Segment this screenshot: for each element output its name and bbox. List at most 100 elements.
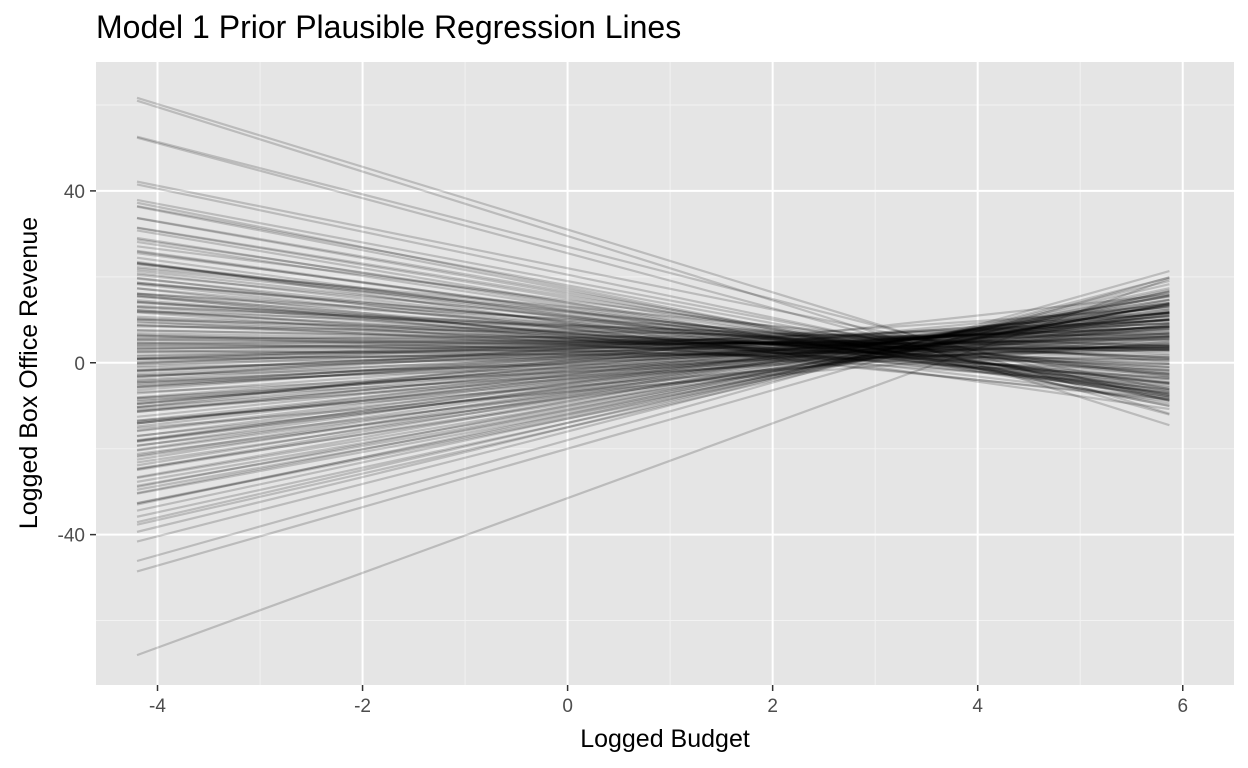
y-axis-title: Logged Box Office Revenue xyxy=(15,217,43,529)
regression-line xyxy=(136,290,1170,518)
regression-line xyxy=(136,331,1170,360)
regression-line xyxy=(136,335,1170,353)
regression-line xyxy=(136,321,1170,389)
regression-line xyxy=(136,330,1170,351)
regression-line xyxy=(136,311,1170,414)
regression-line xyxy=(136,311,1170,422)
regression-line xyxy=(136,180,1170,391)
regression-line xyxy=(136,314,1170,442)
y-axis: -40 0 40 xyxy=(58,182,96,547)
regression-line xyxy=(136,249,1170,395)
regression-line xyxy=(136,301,1170,443)
regression-line xyxy=(136,349,1170,361)
regression-line xyxy=(136,303,1170,483)
regression-line xyxy=(136,276,1170,543)
regression-line xyxy=(136,319,1170,378)
regression-line xyxy=(136,318,1170,373)
regression-line xyxy=(136,346,1170,384)
regression-line xyxy=(136,283,1170,394)
regression-line xyxy=(136,269,1170,385)
regression-line xyxy=(136,281,1170,384)
regression-line xyxy=(136,319,1170,365)
regression-line xyxy=(136,332,1170,352)
y-tick-label: -40 xyxy=(58,526,85,547)
regression-line xyxy=(136,324,1170,357)
regression-line xyxy=(136,291,1170,489)
regression-line xyxy=(136,332,1170,357)
regression-line xyxy=(136,322,1170,381)
regression-line xyxy=(136,334,1170,346)
regression-line xyxy=(136,260,1170,411)
regression-line xyxy=(136,229,1170,405)
regression-line xyxy=(136,329,1170,384)
regression-line xyxy=(136,226,1170,398)
x-axis-title: Logged Budget xyxy=(580,725,750,753)
regression-line xyxy=(136,292,1170,391)
regression-line xyxy=(136,276,1170,573)
regression-line xyxy=(136,311,1170,392)
regression-line xyxy=(136,201,1170,408)
regression-line xyxy=(136,323,1170,366)
x-tick-label: 2 xyxy=(767,696,778,717)
regression-line xyxy=(136,305,1170,425)
regression-line xyxy=(136,292,1170,369)
regression-line xyxy=(136,135,1170,402)
regression-line xyxy=(136,306,1170,370)
regression-line xyxy=(136,262,1170,390)
regression-line xyxy=(136,307,1170,379)
regression-line xyxy=(136,300,1170,386)
regression-line xyxy=(136,335,1170,364)
x-tick-label: -2 xyxy=(354,696,371,717)
regression-line xyxy=(136,327,1170,361)
regression-line xyxy=(136,281,1170,375)
regression-line xyxy=(136,289,1170,526)
regression-line xyxy=(136,335,1170,372)
regression-line xyxy=(136,329,1170,350)
regression-line xyxy=(136,279,1170,533)
regression-line xyxy=(136,325,1170,341)
regression-line xyxy=(136,267,1170,374)
regression-line xyxy=(136,266,1170,364)
regression-line xyxy=(136,287,1170,381)
regression-line xyxy=(136,325,1170,423)
regression-line xyxy=(136,302,1170,448)
regression-line xyxy=(136,276,1170,401)
regression-line xyxy=(136,332,1170,400)
regression-line xyxy=(136,342,1170,402)
regression-line xyxy=(136,198,1170,396)
regression-line xyxy=(136,340,1170,430)
regression-line xyxy=(136,312,1170,458)
regression-line xyxy=(136,323,1170,447)
regression-line xyxy=(136,283,1170,524)
regression-line xyxy=(136,336,1170,348)
x-tick-label: 4 xyxy=(972,696,983,717)
regression-line xyxy=(136,311,1170,388)
regression-line xyxy=(137,347,1170,354)
regression-line xyxy=(136,315,1170,405)
regression-line xyxy=(136,311,1170,387)
regression-line xyxy=(136,318,1170,395)
regression-line xyxy=(136,311,1170,418)
regression-line xyxy=(136,318,1170,456)
regression-line xyxy=(136,216,1170,397)
regression-line xyxy=(136,263,1170,378)
regression-line xyxy=(136,295,1170,467)
regression-line xyxy=(136,273,1170,376)
regression-line xyxy=(136,320,1170,379)
regression-line xyxy=(136,318,1170,403)
regression-line xyxy=(136,272,1170,392)
regression-line xyxy=(136,292,1170,495)
y-tick-label: 40 xyxy=(64,182,85,203)
regression-line xyxy=(136,337,1170,358)
regression-line xyxy=(136,240,1170,399)
regression-line xyxy=(136,282,1170,372)
regression-line xyxy=(136,345,1170,366)
grid-minor xyxy=(96,62,1234,685)
regression-line xyxy=(136,315,1170,362)
regression-line xyxy=(136,338,1170,350)
regression-line xyxy=(136,335,1170,411)
regression-line xyxy=(136,322,1170,385)
regression-line xyxy=(136,298,1170,457)
regression-line xyxy=(136,256,1170,398)
regression-line xyxy=(136,136,1170,416)
